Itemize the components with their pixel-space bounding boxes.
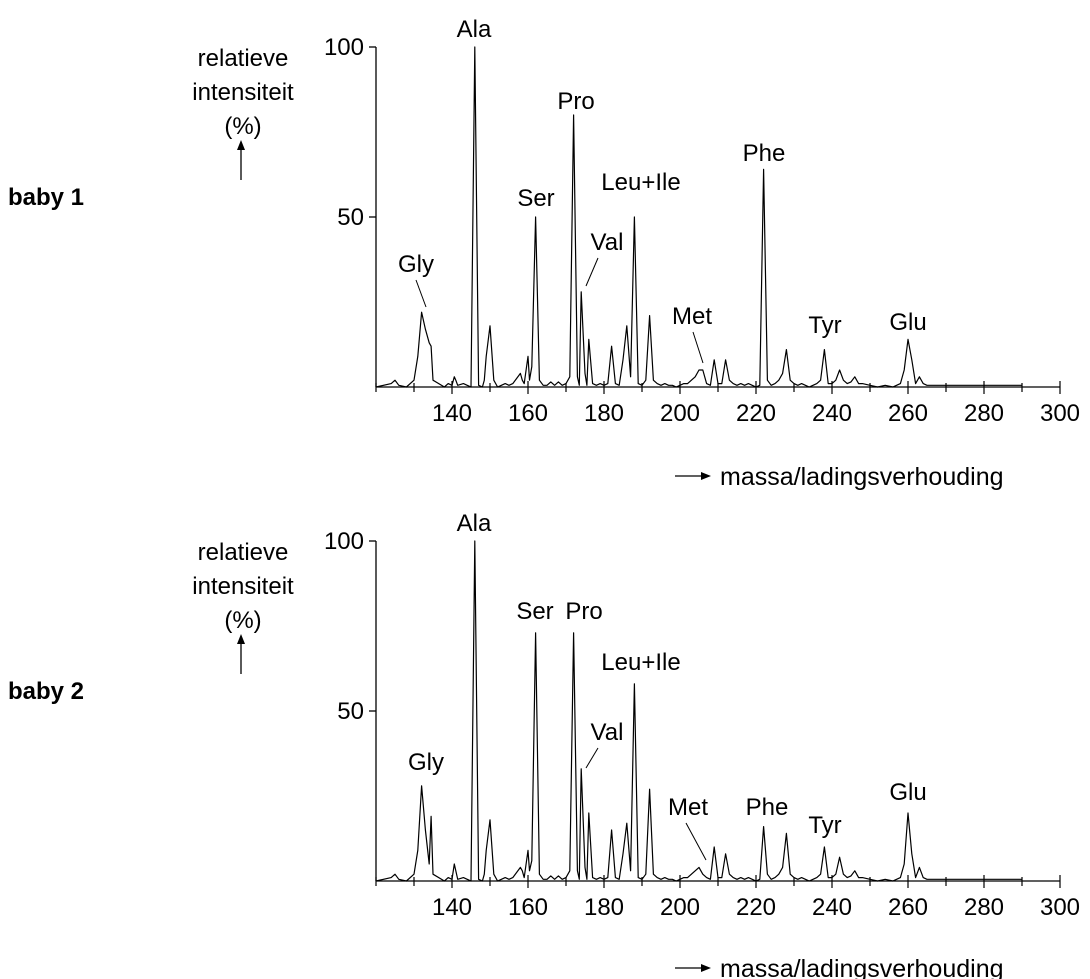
peak-label-met: Met <box>672 303 712 330</box>
y-axis-label-line-3: (%) <box>224 113 261 140</box>
spectrum-panel-baby-1: baby 1 relatieve intensiteit (%) 50 100 1… <box>8 16 1080 491</box>
peak-labels: Ala Pro Ser Leu+Ile Val Phe Gly Met Tyr … <box>398 16 927 364</box>
leader-line-val <box>585 747 599 769</box>
peak-label-leu-ile: Leu+Ile <box>601 169 680 196</box>
peak-label-leu-ile: Leu+Ile <box>601 649 680 676</box>
peak-label-phe: Phe <box>743 140 786 167</box>
x-tick-label: 160 <box>508 400 548 427</box>
x-tick-label: 240 <box>812 400 852 427</box>
x-axis-title: massa/ladingsverhouding <box>720 955 1004 979</box>
peak-label-phe: Phe <box>746 794 789 821</box>
x-axis-arrow-icon <box>675 964 711 972</box>
y-axis-ticks: 50 100 <box>324 528 376 725</box>
x-axis-arrow-icon <box>675 472 711 480</box>
leader-line-gly <box>415 279 427 308</box>
x-tick-label: 260 <box>888 894 928 921</box>
peak-label-glu: Glu <box>889 779 926 806</box>
leader-line-met <box>692 331 704 364</box>
peak-label-tyr: Tyr <box>808 812 841 839</box>
x-tick-label: 160 <box>508 894 548 921</box>
peak-label-glu: Glu <box>889 309 926 336</box>
peak-label-gly: Gly <box>408 749 444 776</box>
peak-label-val: Val <box>591 719 624 746</box>
leader-line-met <box>685 822 707 861</box>
y-tick-label: 100 <box>324 34 364 61</box>
peak-label-ala: Ala <box>457 16 492 43</box>
x-tick-label: 140 <box>432 894 472 921</box>
peak-label-gly: Gly <box>398 251 434 278</box>
x-tick-label: 300 <box>1040 400 1080 427</box>
y-axis-arrow-icon <box>237 634 245 674</box>
y-axis-label-line-2: intensiteit <box>192 79 294 106</box>
x-tick-label: 180 <box>584 400 624 427</box>
x-tick-label: 260 <box>888 400 928 427</box>
y-axis-label-line-3: (%) <box>224 607 261 634</box>
peak-label-ser: Ser <box>517 185 554 212</box>
x-tick-label: 200 <box>660 400 700 427</box>
row-label: baby 2 <box>8 678 84 705</box>
x-tick-label: 220 <box>736 400 776 427</box>
x-tick-label: 180 <box>584 894 624 921</box>
x-tick-label: 240 <box>812 894 852 921</box>
peak-label-ser: Ser <box>516 598 553 625</box>
x-axis-ticks: 140 160 180 200 220 240 260 280 300 <box>375 875 1080 921</box>
peak-label-pro: Pro <box>557 88 594 115</box>
peak-labels: Ala Ser Pro Leu+Ile Val Gly Met Phe Tyr … <box>408 510 927 861</box>
spectrum-line <box>375 540 1022 882</box>
x-axis-title: massa/ladingsverhouding <box>720 463 1004 491</box>
x-tick-label: 200 <box>660 894 700 921</box>
y-axis-label-line-1: relatieve <box>198 45 289 72</box>
x-tick-label: 300 <box>1040 894 1080 921</box>
x-tick-label: 220 <box>736 894 776 921</box>
y-axis-arrow-icon <box>237 140 245 180</box>
x-tick-label: 280 <box>964 894 1004 921</box>
y-axis-label-line-2: intensiteit <box>192 573 294 600</box>
x-axis-ticks: 140 160 180 200 220 240 260 280 300 <box>375 381 1080 427</box>
peak-label-tyr: Tyr <box>808 312 841 339</box>
y-tick-label: 50 <box>337 204 364 231</box>
spectrum-panel-baby-2: baby 2 relatieve intensiteit (%) 50 100 1… <box>8 510 1080 979</box>
x-tick-label: 280 <box>964 400 1004 427</box>
peak-label-pro: Pro <box>565 598 602 625</box>
x-tick-label: 140 <box>432 400 472 427</box>
peak-label-ala: Ala <box>457 510 492 537</box>
peak-label-met: Met <box>668 794 708 821</box>
peak-label-val: Val <box>591 229 624 256</box>
y-axis-label-line-1: relatieve <box>198 539 289 566</box>
spectrum-line <box>375 46 1022 388</box>
row-label: baby 1 <box>8 184 84 211</box>
y-tick-label: 100 <box>324 528 364 555</box>
leader-line-val <box>585 257 599 287</box>
y-axis-ticks: 50 100 <box>324 34 376 231</box>
y-tick-label: 50 <box>337 698 364 725</box>
